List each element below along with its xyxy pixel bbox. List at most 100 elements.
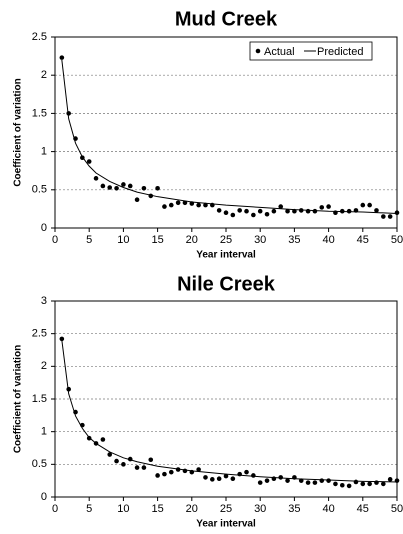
y-tick-label: 1 xyxy=(41,146,47,158)
chart-title: Nile Creek xyxy=(177,273,276,295)
data-point xyxy=(216,208,222,213)
data-point xyxy=(319,205,325,210)
data-point xyxy=(196,202,201,208)
data-point xyxy=(141,185,147,191)
data-point xyxy=(251,473,256,478)
data-point xyxy=(59,55,65,60)
data-point xyxy=(251,212,256,218)
data-point xyxy=(257,480,263,485)
data-point xyxy=(381,481,386,487)
plot-frame xyxy=(54,36,398,229)
x-tick-label: 35 xyxy=(288,503,300,515)
data-point xyxy=(107,185,113,190)
data-point xyxy=(121,462,126,467)
x-tick-label: 15 xyxy=(151,234,163,246)
data-point xyxy=(168,469,174,475)
data-point xyxy=(107,452,113,457)
data-point xyxy=(353,479,359,485)
data-point xyxy=(387,214,393,219)
data-point xyxy=(203,475,208,480)
x-tick-label: 15 xyxy=(151,503,163,515)
data-point xyxy=(134,197,140,203)
x-tick-label: 50 xyxy=(391,234,403,246)
x-tick-label: 10 xyxy=(117,234,129,246)
x-tick-label: 40 xyxy=(322,234,334,246)
x-tick-label: 25 xyxy=(220,503,232,515)
data-point xyxy=(93,176,99,181)
data-point xyxy=(387,477,393,482)
data-point xyxy=(100,183,106,189)
data-point xyxy=(141,465,147,470)
data-point xyxy=(374,480,379,485)
data-point xyxy=(394,210,400,216)
data-point xyxy=(223,473,229,479)
y-tick-label: 1 xyxy=(41,426,47,438)
data-point xyxy=(367,481,372,487)
predicted-line xyxy=(61,340,398,483)
data-point xyxy=(264,211,270,217)
y-tick-label: 2.5 xyxy=(32,328,47,340)
data-point xyxy=(196,467,201,472)
data-point xyxy=(271,208,277,214)
data-point xyxy=(339,482,345,488)
data-point xyxy=(148,457,154,463)
data-point xyxy=(298,478,304,483)
x-tick-label: 30 xyxy=(254,234,266,246)
x-tick-label: 10 xyxy=(117,503,129,515)
legend-label: Predicted xyxy=(317,46,363,58)
data-point xyxy=(346,483,352,489)
data-point xyxy=(360,481,366,487)
data-point xyxy=(312,480,318,485)
y-axis-label: Coefficient of variation xyxy=(13,78,24,186)
data-point xyxy=(175,200,181,206)
y-axis-label: Coefficient of variation xyxy=(13,345,24,453)
data-point xyxy=(237,208,242,213)
data-point xyxy=(278,475,284,480)
data-point xyxy=(285,478,290,483)
x-tick-label: 45 xyxy=(357,503,369,515)
data-point xyxy=(121,182,126,187)
data-point xyxy=(223,210,229,216)
data-point xyxy=(216,476,222,482)
data-point xyxy=(244,208,249,214)
y-tick-label: 2 xyxy=(41,360,47,372)
data-point xyxy=(114,185,119,191)
y-tick-label: 0.5 xyxy=(32,184,47,196)
y-tick-label: 1.5 xyxy=(32,393,47,405)
data-point xyxy=(114,458,119,464)
y-tick-label: 2.5 xyxy=(32,31,47,43)
y-tick-label: 0 xyxy=(41,222,47,234)
data-point xyxy=(264,478,270,483)
data-point xyxy=(333,481,338,487)
data-point xyxy=(381,214,386,219)
data-point xyxy=(285,208,290,214)
x-tick-label: 0 xyxy=(52,234,58,246)
data-point xyxy=(127,183,133,189)
data-point xyxy=(168,202,174,208)
legend-label: Actual xyxy=(264,46,295,58)
y-tick-label: 3 xyxy=(41,295,47,307)
data-point xyxy=(162,471,167,477)
legend-marker xyxy=(255,48,261,54)
x-tick-label: 50 xyxy=(391,503,403,515)
x-tick-label: 40 xyxy=(322,503,334,515)
data-point xyxy=(326,478,331,483)
subplot: Mud Creek 0 0.5 1 1.5 2 2.5 0 5 10 15 20 25 30 35 40 45 5… xyxy=(13,8,403,260)
x-tick-label: 45 xyxy=(357,234,369,246)
data-point xyxy=(86,159,92,164)
data-point xyxy=(230,476,236,482)
x-axis-label: Year interval xyxy=(196,519,256,530)
data-point xyxy=(162,204,167,209)
plot-frame xyxy=(54,300,398,498)
data-point xyxy=(59,336,65,342)
data-point xyxy=(360,202,366,208)
x-tick-label: 0 xyxy=(52,503,58,515)
y-tick-label: 2 xyxy=(41,69,47,81)
data-point xyxy=(305,480,311,485)
x-axis-label: Year interval xyxy=(196,250,256,261)
predicted-line xyxy=(61,59,398,214)
data-point xyxy=(367,202,372,208)
